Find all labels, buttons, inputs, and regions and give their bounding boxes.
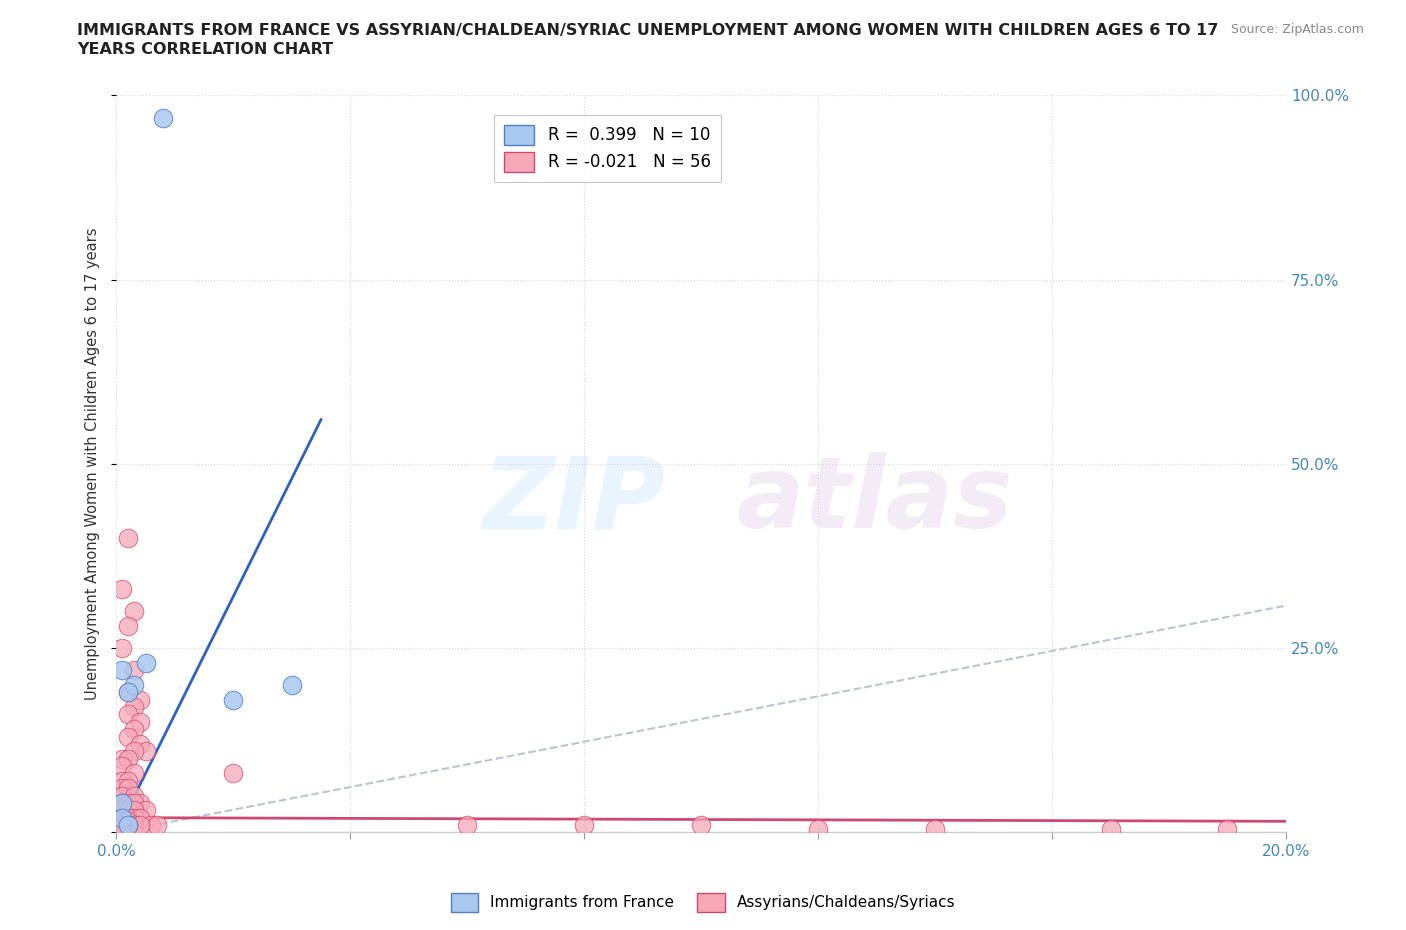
Point xyxy=(122,803,145,817)
Point xyxy=(117,684,139,699)
Point xyxy=(111,663,134,678)
Point xyxy=(456,817,478,832)
Point xyxy=(1099,821,1122,836)
Point xyxy=(117,751,139,766)
Point xyxy=(117,707,139,722)
Point xyxy=(111,582,134,597)
Legend: R =  0.399   N = 10, R = -0.021   N = 56: R = 0.399 N = 10, R = -0.021 N = 56 xyxy=(495,114,721,182)
Point xyxy=(128,810,150,825)
Y-axis label: Unemployment Among Women with Children Ages 6 to 17 years: Unemployment Among Women with Children A… xyxy=(86,228,100,700)
Text: IMMIGRANTS FROM FRANCE VS ASSYRIAN/CHALDEAN/SYRIAC UNEMPLOYMENT AMONG WOMEN WITH: IMMIGRANTS FROM FRANCE VS ASSYRIAN/CHALD… xyxy=(77,23,1219,38)
Text: Source: ZipAtlas.com: Source: ZipAtlas.com xyxy=(1230,23,1364,36)
Point xyxy=(134,744,156,759)
Point xyxy=(111,795,134,810)
Point xyxy=(111,774,134,789)
Point xyxy=(690,817,713,832)
Text: atlas: atlas xyxy=(737,452,1012,550)
Point xyxy=(280,678,302,693)
Point xyxy=(111,817,134,832)
Point xyxy=(924,821,946,836)
Point xyxy=(111,810,134,825)
Point xyxy=(117,803,139,817)
Point xyxy=(117,618,139,633)
Point xyxy=(122,744,145,759)
Point xyxy=(117,780,139,795)
Point xyxy=(122,663,145,678)
Point xyxy=(117,729,139,744)
Text: YEARS CORRELATION CHART: YEARS CORRELATION CHART xyxy=(77,42,333,57)
Point xyxy=(134,656,156,671)
Point xyxy=(117,774,139,789)
Point xyxy=(128,692,150,707)
Point xyxy=(122,699,145,714)
Point xyxy=(111,810,134,825)
Point xyxy=(128,817,150,832)
Point xyxy=(122,795,145,810)
Point xyxy=(117,810,139,825)
Point xyxy=(122,678,145,693)
Point xyxy=(111,821,134,836)
Point xyxy=(128,714,150,729)
Point xyxy=(146,817,169,832)
Point xyxy=(117,530,139,545)
Point xyxy=(111,817,134,832)
Point xyxy=(111,780,134,795)
Point xyxy=(111,803,134,817)
Point xyxy=(117,814,139,829)
Point xyxy=(111,795,134,810)
Text: ZIP: ZIP xyxy=(484,452,666,550)
Point xyxy=(111,814,134,829)
Legend: Immigrants from France, Assyrians/Chaldeans/Syriacs: Immigrants from France, Assyrians/Chalde… xyxy=(444,887,962,918)
Point xyxy=(807,821,830,836)
Point xyxy=(117,795,139,810)
Point xyxy=(572,817,595,832)
Point xyxy=(122,766,145,781)
Point xyxy=(111,641,134,656)
Point xyxy=(117,817,139,832)
Point xyxy=(111,751,134,766)
Point xyxy=(222,692,245,707)
Point xyxy=(117,817,139,832)
Point xyxy=(122,788,145,803)
Point xyxy=(117,684,139,699)
Point xyxy=(122,604,145,618)
Point xyxy=(134,803,156,817)
Point xyxy=(122,722,145,737)
Point xyxy=(128,737,150,751)
Point xyxy=(122,817,145,832)
Point xyxy=(141,817,163,832)
Point xyxy=(222,766,245,781)
Point xyxy=(1216,821,1239,836)
Point xyxy=(111,759,134,774)
Point xyxy=(128,795,150,810)
Point xyxy=(111,788,134,803)
Point xyxy=(152,110,174,125)
Point xyxy=(122,810,145,825)
